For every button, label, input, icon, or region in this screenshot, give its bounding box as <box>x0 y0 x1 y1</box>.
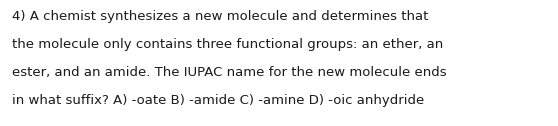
Text: 4) A chemist synthesizes a new molecule and determines that: 4) A chemist synthesizes a new molecule … <box>12 10 429 23</box>
Text: the molecule only contains three functional groups: an ether, an: the molecule only contains three functio… <box>12 38 443 51</box>
Text: in what suffix? A) -oate B) -amide C) -amine D) -oic anhydride: in what suffix? A) -oate B) -amide C) -a… <box>12 94 424 107</box>
Text: ester, and an amide. The IUPAC name for the new molecule ends: ester, and an amide. The IUPAC name for … <box>12 66 446 79</box>
